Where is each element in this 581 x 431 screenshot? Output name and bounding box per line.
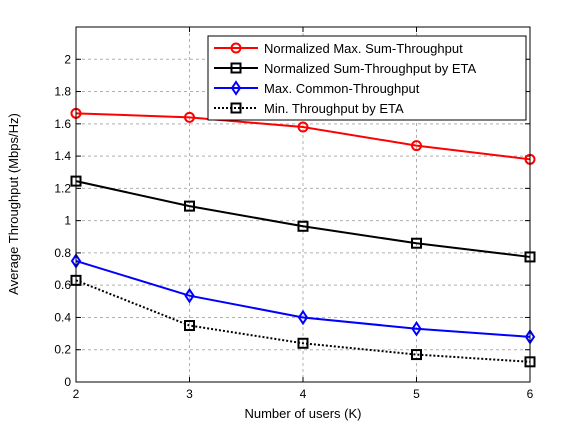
legend: Normalized Max. Sum-Throughput Normalized… xyxy=(207,35,527,121)
legend-entry: Normalized Max. Sum-Throughput xyxy=(214,41,463,56)
legend-marker xyxy=(230,42,242,54)
data-point xyxy=(184,111,195,123)
series-line xyxy=(75,279,531,363)
legend-marker xyxy=(230,62,242,74)
legend-label: Min. Throughput by ETA xyxy=(264,101,404,116)
data-point xyxy=(184,320,195,332)
series-line xyxy=(75,260,531,338)
y-tick-label: 1.2 xyxy=(54,181,71,195)
series-line xyxy=(75,180,531,258)
x-tick-label: 3 xyxy=(186,387,193,401)
y-tick-label: 0.6 xyxy=(54,278,71,292)
y-axis-label: Average Throughput (Mbps/Hz) xyxy=(6,113,21,295)
data-point xyxy=(411,140,422,152)
data-point xyxy=(297,309,309,326)
y-tick-label: 0.4 xyxy=(54,310,71,324)
series-layer xyxy=(70,107,536,368)
data-point xyxy=(411,349,422,361)
legend-marker xyxy=(230,102,242,114)
series-4 xyxy=(70,274,536,368)
x-axis-label: Number of users (K) xyxy=(244,406,361,421)
legend-label: Normalized Max. Sum-Throughput xyxy=(264,41,463,56)
y-tick-label: 1.4 xyxy=(54,149,71,163)
data-point xyxy=(184,287,195,304)
y-tick-label: 1.8 xyxy=(54,85,71,99)
x-tick-label: 6 xyxy=(527,387,534,401)
y-tick-label: 2 xyxy=(64,52,71,66)
y-tick-label: 0.2 xyxy=(54,343,71,357)
x-tick-label: 5 xyxy=(413,387,420,401)
data-point xyxy=(297,121,309,133)
plot-frame xyxy=(75,26,531,383)
legend-box xyxy=(207,35,527,121)
legend-entry: Normalized Sum-Throughput by ETA xyxy=(214,61,477,76)
y-tick-label: 1 xyxy=(64,214,71,228)
data-point xyxy=(184,200,195,212)
data-point xyxy=(411,320,422,337)
data-point xyxy=(297,337,309,349)
data-point xyxy=(411,237,422,249)
series-line xyxy=(75,112,531,161)
series-1 xyxy=(70,107,536,165)
legend-label: Max. Common-Throughput xyxy=(264,81,420,96)
x-tick-label: 4 xyxy=(300,387,307,401)
legend-marker xyxy=(230,80,242,96)
legend-label: Normalized Sum-Throughput by ETA xyxy=(264,61,477,76)
data-point xyxy=(297,220,309,232)
y-tick-label: 1.6 xyxy=(54,117,71,131)
x-tick-label: 2 xyxy=(73,387,80,401)
legend-entry: Max. Common-Throughput xyxy=(214,80,420,96)
legend-entry: Min. Throughput by ETA xyxy=(214,101,404,116)
y-tick-label: 0.8 xyxy=(54,246,71,260)
y-tick-label: 0 xyxy=(64,375,71,389)
